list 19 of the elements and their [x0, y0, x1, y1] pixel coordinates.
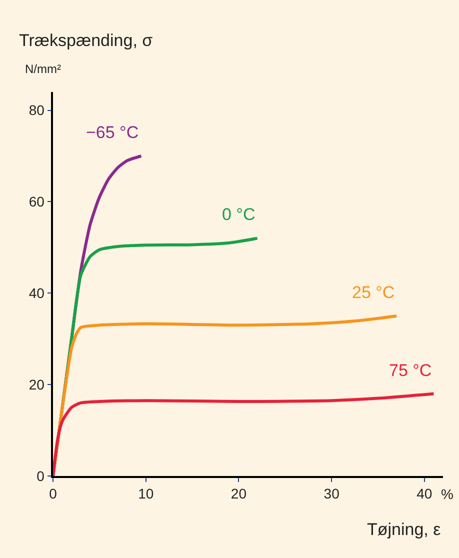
y-tick-label: 0: [36, 468, 45, 484]
y-axis-title: Trækspænding, σ: [19, 31, 154, 50]
text: %: [441, 486, 454, 502]
x-tick-label: 30: [324, 486, 340, 502]
x-tick-label: 20: [230, 486, 247, 502]
x-tick-label: 0: [49, 486, 58, 502]
y-tick-label: 20: [28, 376, 45, 392]
series-label: 25 °C: [352, 283, 395, 302]
series-label: −65 °C: [86, 123, 139, 142]
y-tick-label: 60: [28, 194, 45, 210]
series-label: 75 °C: [389, 361, 432, 380]
text: N/mm²: [25, 62, 61, 76]
series-label: 0 °C: [222, 205, 256, 224]
y-tick-label: 40: [28, 285, 45, 302]
x-tick-label: 40: [416, 486, 432, 502]
x-axis-title: Tøjning, ε: [367, 520, 442, 539]
x-tick-label: 10: [138, 486, 154, 502]
line-series: [53, 392, 436, 476]
y-tick-label: 80: [28, 102, 45, 118]
